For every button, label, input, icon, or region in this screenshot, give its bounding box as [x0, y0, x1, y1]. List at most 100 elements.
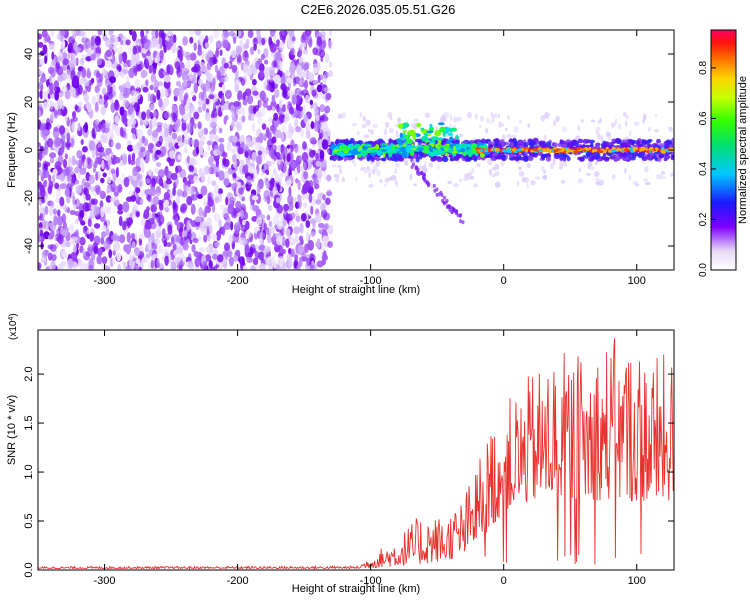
- noise-blob: [73, 41, 78, 53]
- noise-blob: [204, 42, 210, 49]
- noise-blob: [286, 229, 289, 237]
- noise-blob: [144, 189, 148, 195]
- noise-blob: [279, 172, 284, 178]
- signal-blob: [545, 141, 552, 147]
- signal-blob: [615, 157, 621, 161]
- carrier-blob: [661, 150, 667, 154]
- noise-blob: [61, 72, 67, 81]
- signal-peak-blob: [429, 123, 433, 129]
- signal-blob: [508, 153, 514, 158]
- noise-blob: [161, 235, 168, 244]
- noise-blob: [266, 226, 270, 236]
- noise-blob: [102, 32, 107, 42]
- noise-blob: [136, 129, 144, 140]
- noise-blob: [64, 90, 71, 100]
- signal-peak-blob: [437, 144, 444, 148]
- noise-blob: [193, 111, 200, 120]
- noise-blob: [178, 134, 183, 144]
- signal-peak-blob: [462, 151, 467, 157]
- signal-blob: [388, 139, 395, 143]
- spectrogram-plot: [38, 30, 674, 270]
- noise-blob: [298, 257, 303, 268]
- noise-blob: [198, 34, 204, 43]
- noise-blob: [273, 260, 277, 270]
- noise-blob: [328, 70, 333, 78]
- noise-blob: [93, 205, 100, 216]
- noise-blob: [297, 179, 301, 191]
- faint-blob: [341, 176, 345, 183]
- tail-blob: [443, 195, 447, 200]
- noise-blob: [151, 212, 156, 220]
- noise-blob: [165, 242, 172, 248]
- carrier-blob: [611, 146, 616, 150]
- noise-blob: [183, 137, 188, 148]
- faint-blob: [449, 114, 453, 122]
- signal-blob: [345, 157, 353, 161]
- noise-blob: [301, 151, 309, 163]
- noise-blob: [310, 205, 314, 215]
- noise-blob: [251, 123, 256, 132]
- noise-blob: [283, 30, 288, 36]
- noise-blob: [58, 125, 66, 135]
- noise-blob: [188, 138, 192, 146]
- noise-blob: [191, 138, 195, 146]
- noise-blob: [265, 169, 269, 176]
- noise-blob: [273, 74, 281, 85]
- noise-blob: [233, 36, 237, 44]
- noise-blob: [144, 229, 151, 239]
- signal-blob: [417, 139, 423, 143]
- faint-blob: [518, 166, 522, 171]
- carrier-blob: [598, 150, 604, 154]
- noise-blob: [72, 33, 77, 39]
- noise-blob: [295, 65, 303, 75]
- noise-blob: [273, 60, 278, 68]
- noise-blob: [164, 255, 169, 266]
- noise-blob: [306, 257, 311, 267]
- faint-blob: [332, 164, 337, 168]
- noise-blob: [254, 111, 262, 118]
- noise-blob: [190, 90, 195, 98]
- signal-blob: [392, 153, 396, 158]
- signal-peak-blob: [428, 126, 434, 132]
- noise-blob: [230, 105, 236, 114]
- noise-blob: [306, 231, 309, 242]
- noise-blob: [108, 70, 115, 81]
- noise-blob: [298, 155, 302, 163]
- faint-blob: [593, 171, 600, 178]
- noise-blob: [273, 112, 279, 121]
- noise-blob: [242, 63, 249, 73]
- carrier-blob: [653, 148, 656, 152]
- noise-blob: [325, 55, 330, 62]
- noise-blob: [94, 118, 100, 125]
- noise-blob: [100, 236, 104, 245]
- noise-blob: [209, 88, 214, 96]
- noise-blob: [281, 125, 287, 132]
- carrier-blob: [553, 149, 557, 153]
- noise-blob: [164, 75, 171, 83]
- signal-blob: [480, 138, 487, 144]
- noise-blob: [218, 170, 225, 181]
- noise-blob: [145, 30, 149, 35]
- noise-blob: [242, 219, 246, 226]
- signal-blob: [335, 138, 340, 145]
- noise-blob: [182, 81, 188, 87]
- signal-blob: [386, 157, 394, 161]
- noise-blob: [286, 35, 291, 45]
- noise-blob: [322, 194, 326, 201]
- noise-blob: [221, 94, 225, 106]
- noise-blob: [106, 91, 113, 100]
- noise-blob: [77, 122, 81, 131]
- noise-blob: [140, 30, 145, 39]
- figure-title: C2E6.2026.035.05.51.G26: [301, 2, 456, 17]
- noise-blob: [322, 39, 327, 48]
- noise-blob: [79, 210, 85, 218]
- noise-blob: [302, 42, 306, 48]
- noise-blob: [56, 99, 64, 107]
- signal-peak-blob: [429, 151, 435, 157]
- noise-blob: [61, 104, 65, 110]
- signal-peak-blob: [422, 145, 430, 151]
- noise-blob: [241, 257, 245, 267]
- noise-blob: [150, 259, 154, 269]
- noise-blob: [266, 195, 271, 205]
- noise-blob: [81, 67, 87, 78]
